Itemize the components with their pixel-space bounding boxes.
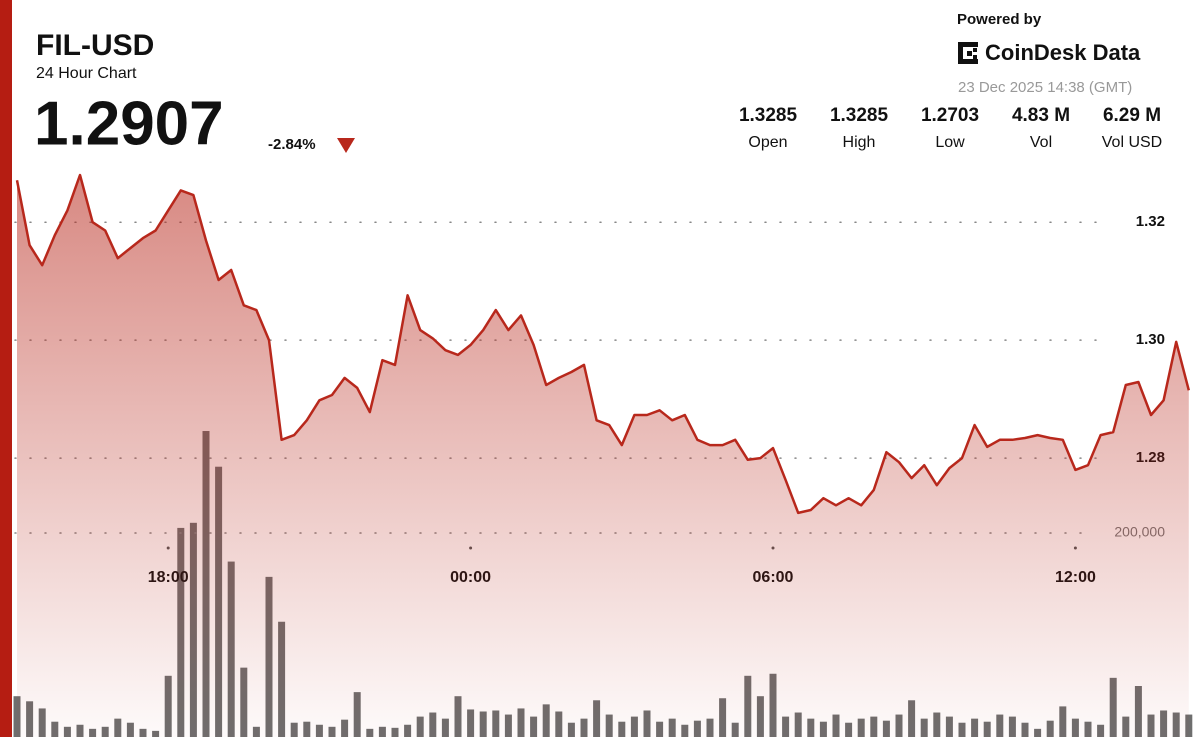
- y-tick-label: 1.30: [1136, 331, 1165, 348]
- stat-value: 1.2703: [921, 105, 979, 126]
- stat-label: High: [843, 134, 876, 151]
- timestamp: 23 Dec 2025 14:38 (GMT): [958, 79, 1132, 96]
- price-area: [17, 175, 1189, 737]
- stat-label: Vol USD: [1102, 134, 1162, 151]
- title: FIL-USD: [36, 29, 154, 62]
- logo: CoinDesk Data: [985, 40, 1141, 65]
- down-arrow: [337, 138, 355, 153]
- stat-value: 1.3285: [739, 105, 798, 126]
- stat-value: 4.83 M: [1012, 105, 1070, 126]
- powered-by: Powered by: [957, 11, 1042, 28]
- stat-value: 1.3285: [830, 105, 889, 126]
- subtitle: 24 Hour Chart: [36, 65, 137, 82]
- stat-label: Low: [935, 134, 965, 151]
- stat-value: 6.29 M: [1103, 105, 1161, 126]
- price: 1.2907: [34, 89, 224, 158]
- stat-label: Open: [748, 134, 787, 151]
- stats: 1.3285 Open 1.3285 High 1.2703 Low 4.83 M Vol 6.…: [739, 105, 1162, 151]
- logo-icon: [958, 42, 978, 64]
- change: -2.84%: [268, 136, 316, 153]
- y-tick-label: 1.32: [1136, 213, 1165, 230]
- stat-label: Vol: [1030, 134, 1052, 151]
- accent-bar: [0, 0, 12, 737]
- price-line: [15, 173, 1191, 515]
- plot: 1.281.301.32200,00018:0000:0006:0012:00: [13, 173, 1193, 737]
